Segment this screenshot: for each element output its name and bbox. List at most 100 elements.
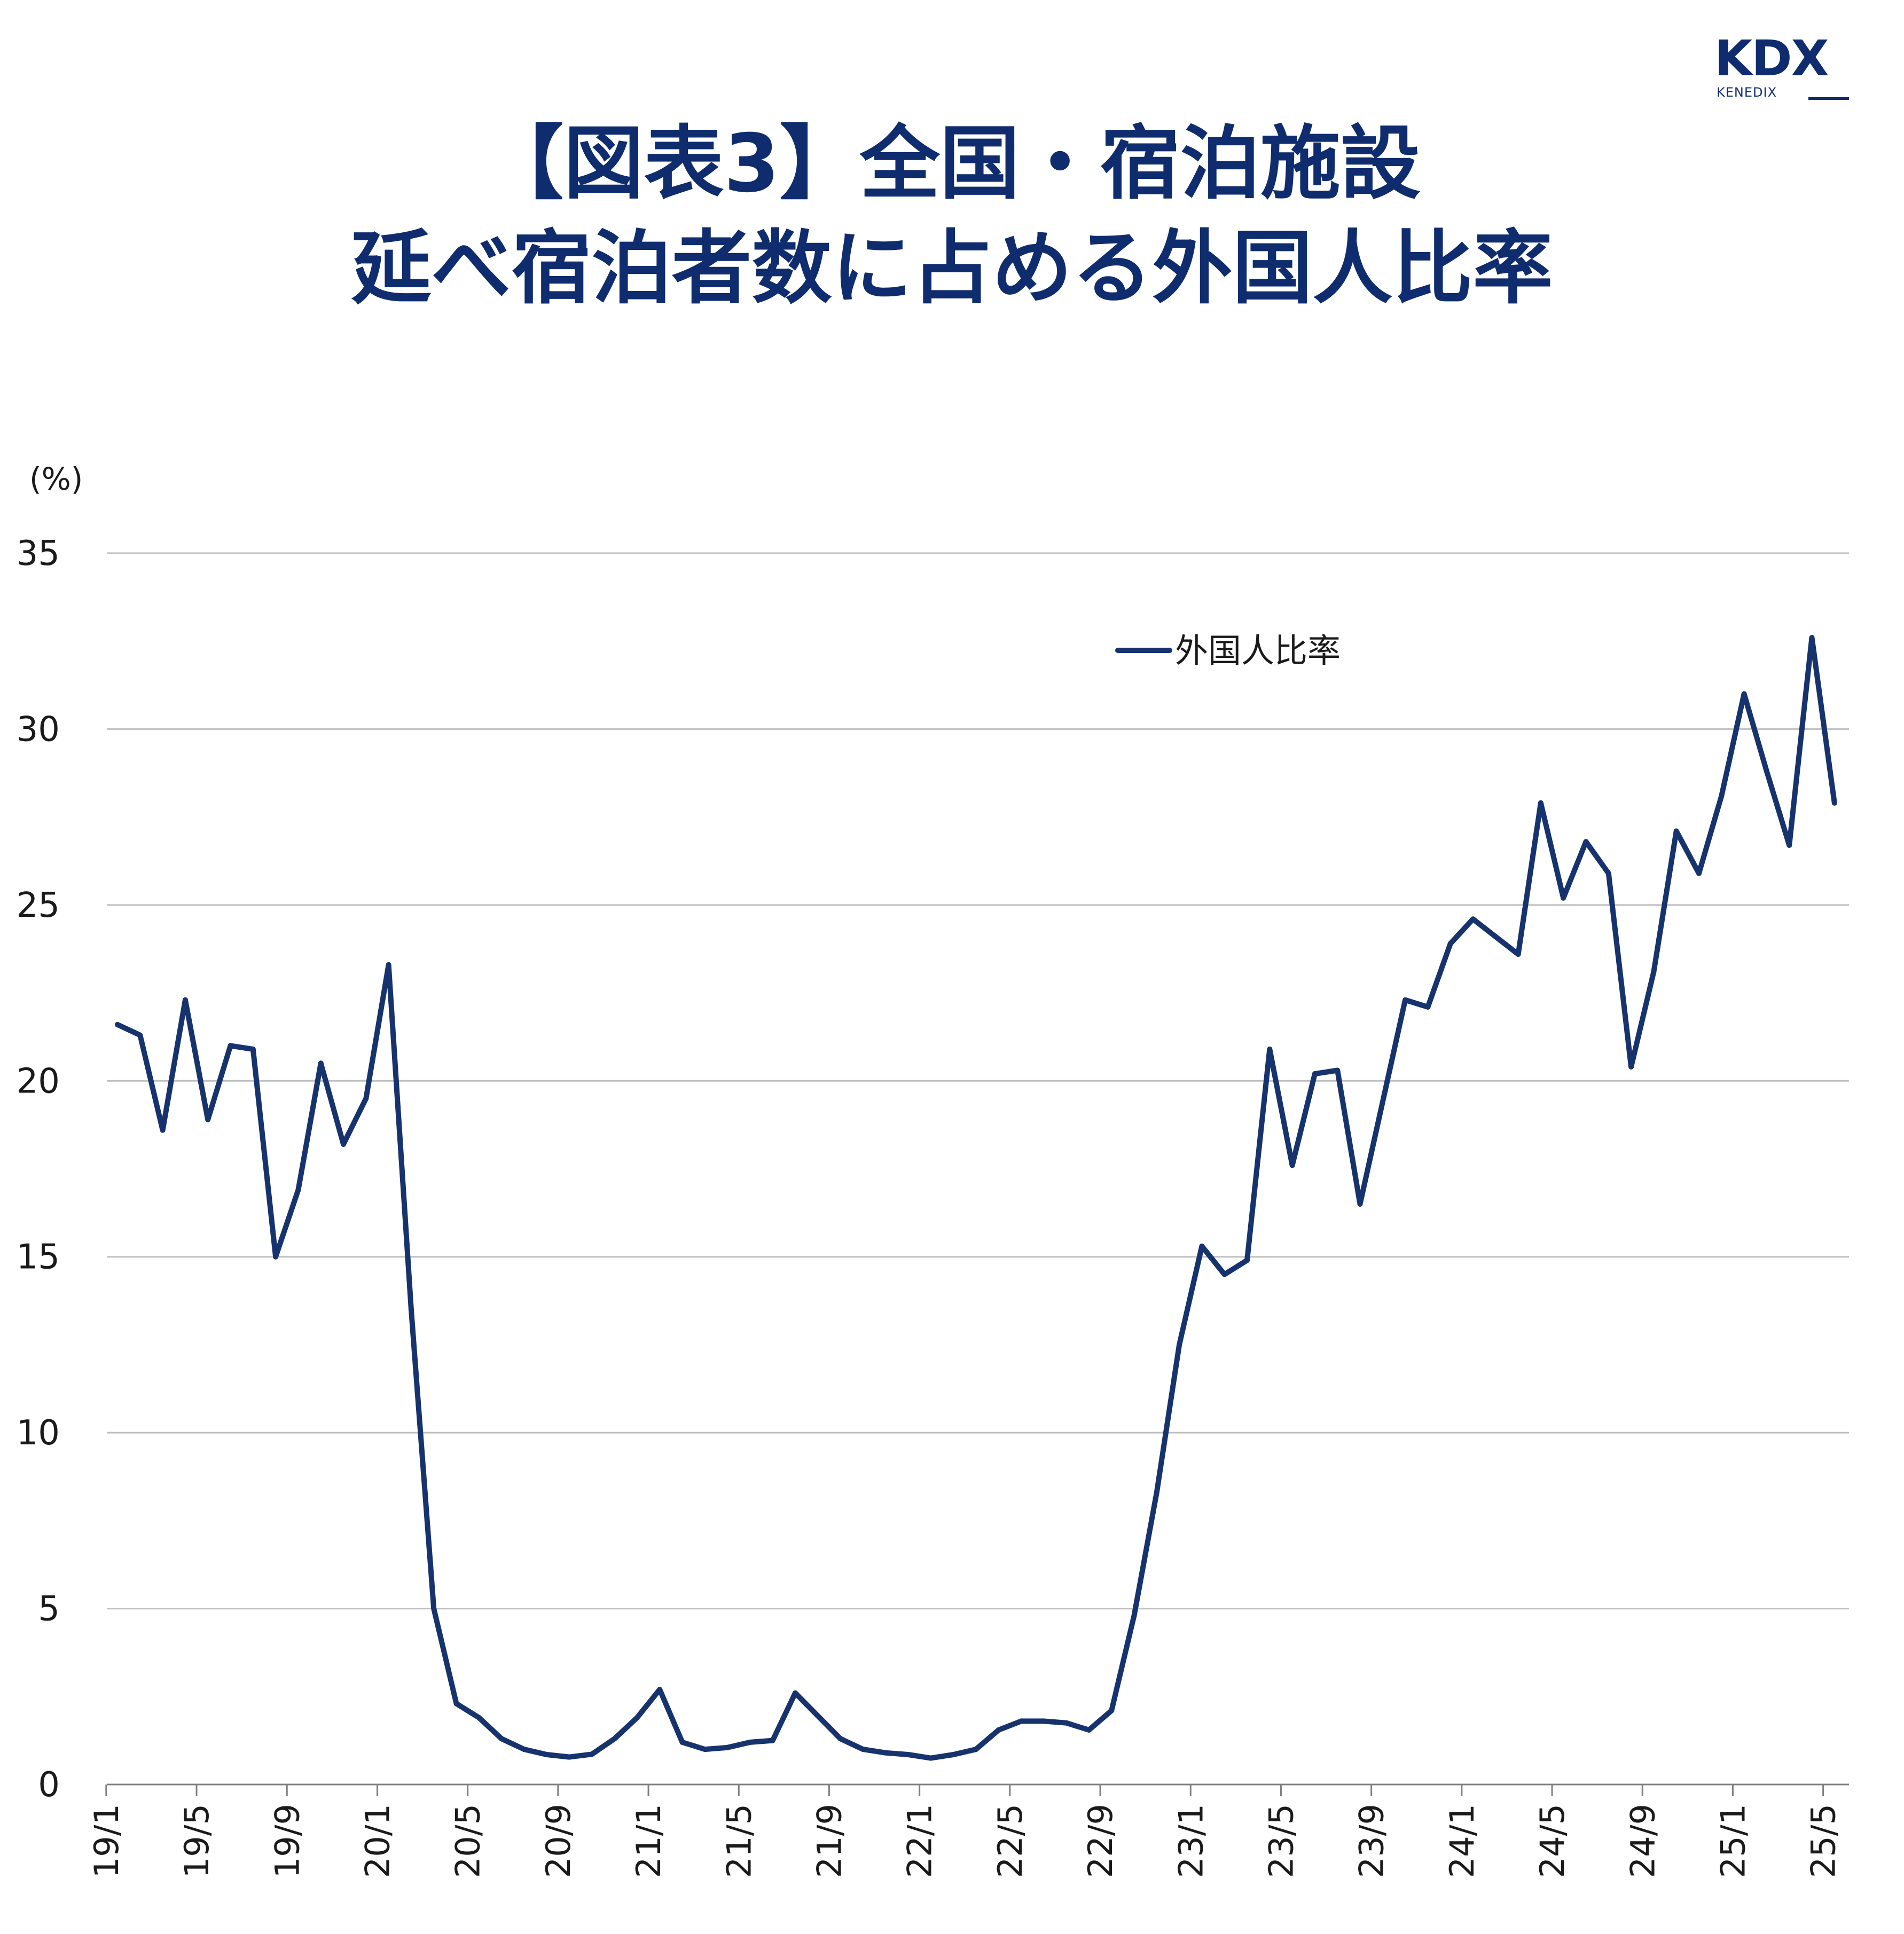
x-tick-label-21/9: 21/9 — [810, 1804, 849, 1878]
data-point-23/5 — [1289, 1162, 1295, 1168]
data-point-23/9 — [1380, 1099, 1385, 1105]
data-point-23/8 — [1357, 1201, 1363, 1207]
y-axis-unit-label: (%) — [29, 461, 83, 497]
data-point-24/5 — [1561, 895, 1566, 901]
data-point-23/2 — [1221, 1271, 1227, 1277]
data-point-21/2 — [679, 1739, 685, 1745]
data-point-22/5 — [1018, 1718, 1024, 1724]
data-point-22/8 — [1086, 1727, 1092, 1733]
data-point-22/1 — [928, 1755, 934, 1761]
data-point-24/7 — [1605, 870, 1611, 876]
data-point-24/11 — [1696, 870, 1702, 876]
x-tick-label-19/5: 19/5 — [177, 1804, 216, 1878]
y-tick-label-20: 20 — [17, 1062, 60, 1101]
x-tick-label-20/9: 20/9 — [539, 1804, 578, 1878]
data-point-25/2 — [1764, 768, 1769, 774]
data-point-21/12 — [905, 1752, 911, 1757]
data-point-22/11 — [1154, 1490, 1159, 1496]
logo-sub-text: KENEDIX — [1717, 85, 1777, 100]
data-point-20/8 — [544, 1752, 550, 1757]
x-tick-label-20/5: 20/5 — [449, 1804, 488, 1878]
x-tick-label-22/1: 22/1 — [900, 1804, 939, 1878]
x-tick-label-25/1: 25/1 — [1713, 1804, 1752, 1878]
data-point-24/1 — [1470, 916, 1476, 922]
legend-label: 外国人比率 — [1175, 631, 1341, 670]
data-point-19/11 — [341, 1141, 346, 1147]
data-point-23/12 — [1447, 941, 1453, 947]
x-tick-label-25/5: 25/5 — [1804, 1804, 1843, 1878]
chart-title-line2: 延べ宿泊者数に占める外国人比率 — [351, 222, 1553, 315]
data-point-23/3 — [1244, 1257, 1250, 1263]
data-point-21/11 — [883, 1750, 889, 1756]
data-point-25/5 — [1831, 800, 1837, 806]
kdx-logo: KDX KENEDIX — [1714, 32, 1853, 100]
data-point-24/9 — [1651, 969, 1657, 974]
data-point-22/7 — [1063, 1720, 1069, 1726]
data-point-20/9 — [567, 1754, 572, 1760]
data-point-19/8 — [273, 1254, 279, 1260]
data-point-19/9 — [295, 1187, 301, 1193]
logo-rule — [1808, 97, 1849, 100]
y-tick-label-30: 30 — [17, 710, 60, 749]
data-point-23/1 — [1199, 1243, 1205, 1249]
data-point-21/3 — [702, 1747, 708, 1752]
x-axis — [105, 1783, 1849, 1796]
y-tick-label-5: 5 — [38, 1590, 60, 1629]
data-point-25/3 — [1787, 842, 1792, 848]
chart-title-line1: 【図表3】全国・宿泊施設 — [483, 117, 1421, 210]
data-point-19/6 — [228, 1043, 233, 1049]
x-tick-label-21/5: 21/5 — [719, 1804, 758, 1878]
data-point-22/3 — [973, 1747, 979, 1752]
data-point-19/3 — [160, 1127, 166, 1133]
data-point-24/2 — [1493, 934, 1499, 940]
data-point-20/11 — [612, 1736, 617, 1742]
y-tick-labels: 0 5 10 15 20 25 30 35 — [17, 534, 60, 1805]
data-point-19/5 — [205, 1117, 211, 1122]
y-tick-label-10: 10 — [17, 1413, 60, 1453]
data-point-24/10 — [1673, 828, 1679, 834]
data-point-19/4 — [182, 997, 188, 1003]
x-tick-label-22/5: 22/5 — [991, 1804, 1030, 1878]
x-tick-label-24/5: 24/5 — [1533, 1804, 1572, 1878]
data-point-23/11 — [1425, 1004, 1431, 1010]
series-line-0 — [115, 635, 1837, 1761]
y-tick-label-0: 0 — [38, 1765, 60, 1805]
data-point-20/2 — [408, 1307, 414, 1312]
data-point-24/6 — [1583, 839, 1589, 845]
data-point-20/3 — [431, 1606, 437, 1611]
data-point-20/5 — [476, 1715, 482, 1720]
data-point-23/7 — [1335, 1067, 1341, 1073]
y-tick-label-25: 25 — [17, 886, 60, 925]
data-point-22/12 — [1177, 1342, 1182, 1348]
data-point-24/12 — [1719, 793, 1725, 799]
data-point-21/4 — [725, 1744, 731, 1750]
data-point-21/1 — [657, 1687, 663, 1693]
data-point-22/10 — [1131, 1613, 1137, 1618]
x-tick-label-19/1: 19/1 — [87, 1804, 126, 1878]
data-point-24/4 — [1538, 800, 1543, 806]
data-point-22/2 — [951, 1752, 957, 1757]
x-tick-label-19/9: 19/9 — [268, 1804, 307, 1878]
x-tick-label-24/9: 24/9 — [1623, 1804, 1662, 1878]
data-point-22/9 — [1109, 1708, 1115, 1713]
y-tick-label-15: 15 — [17, 1238, 60, 1277]
data-point-20/6 — [499, 1736, 505, 1742]
data-point-19/7 — [250, 1047, 256, 1052]
series-group — [115, 635, 1837, 1761]
x-tick-label-23/9: 23/9 — [1352, 1804, 1391, 1878]
data-point-21/6 — [770, 1738, 775, 1743]
data-point-23/10 — [1402, 997, 1408, 1003]
data-point-21/8 — [815, 1713, 821, 1719]
data-point-23/6 — [1312, 1071, 1318, 1077]
data-point-19/12 — [363, 1096, 369, 1102]
data-point-20/12 — [634, 1715, 640, 1720]
data-point-19/2 — [137, 1032, 143, 1038]
x-tick-label-22/9: 22/9 — [1081, 1804, 1120, 1878]
x-tick-label-24/1: 24/1 — [1443, 1804, 1482, 1878]
data-point-20/7 — [521, 1747, 527, 1752]
data-point-19/1 — [115, 1021, 120, 1027]
data-point-22/6 — [1041, 1718, 1047, 1724]
data-point-24/3 — [1515, 952, 1521, 957]
data-point-20/1 — [386, 962, 391, 968]
x-tick-label-20/1: 20/1 — [358, 1804, 397, 1878]
